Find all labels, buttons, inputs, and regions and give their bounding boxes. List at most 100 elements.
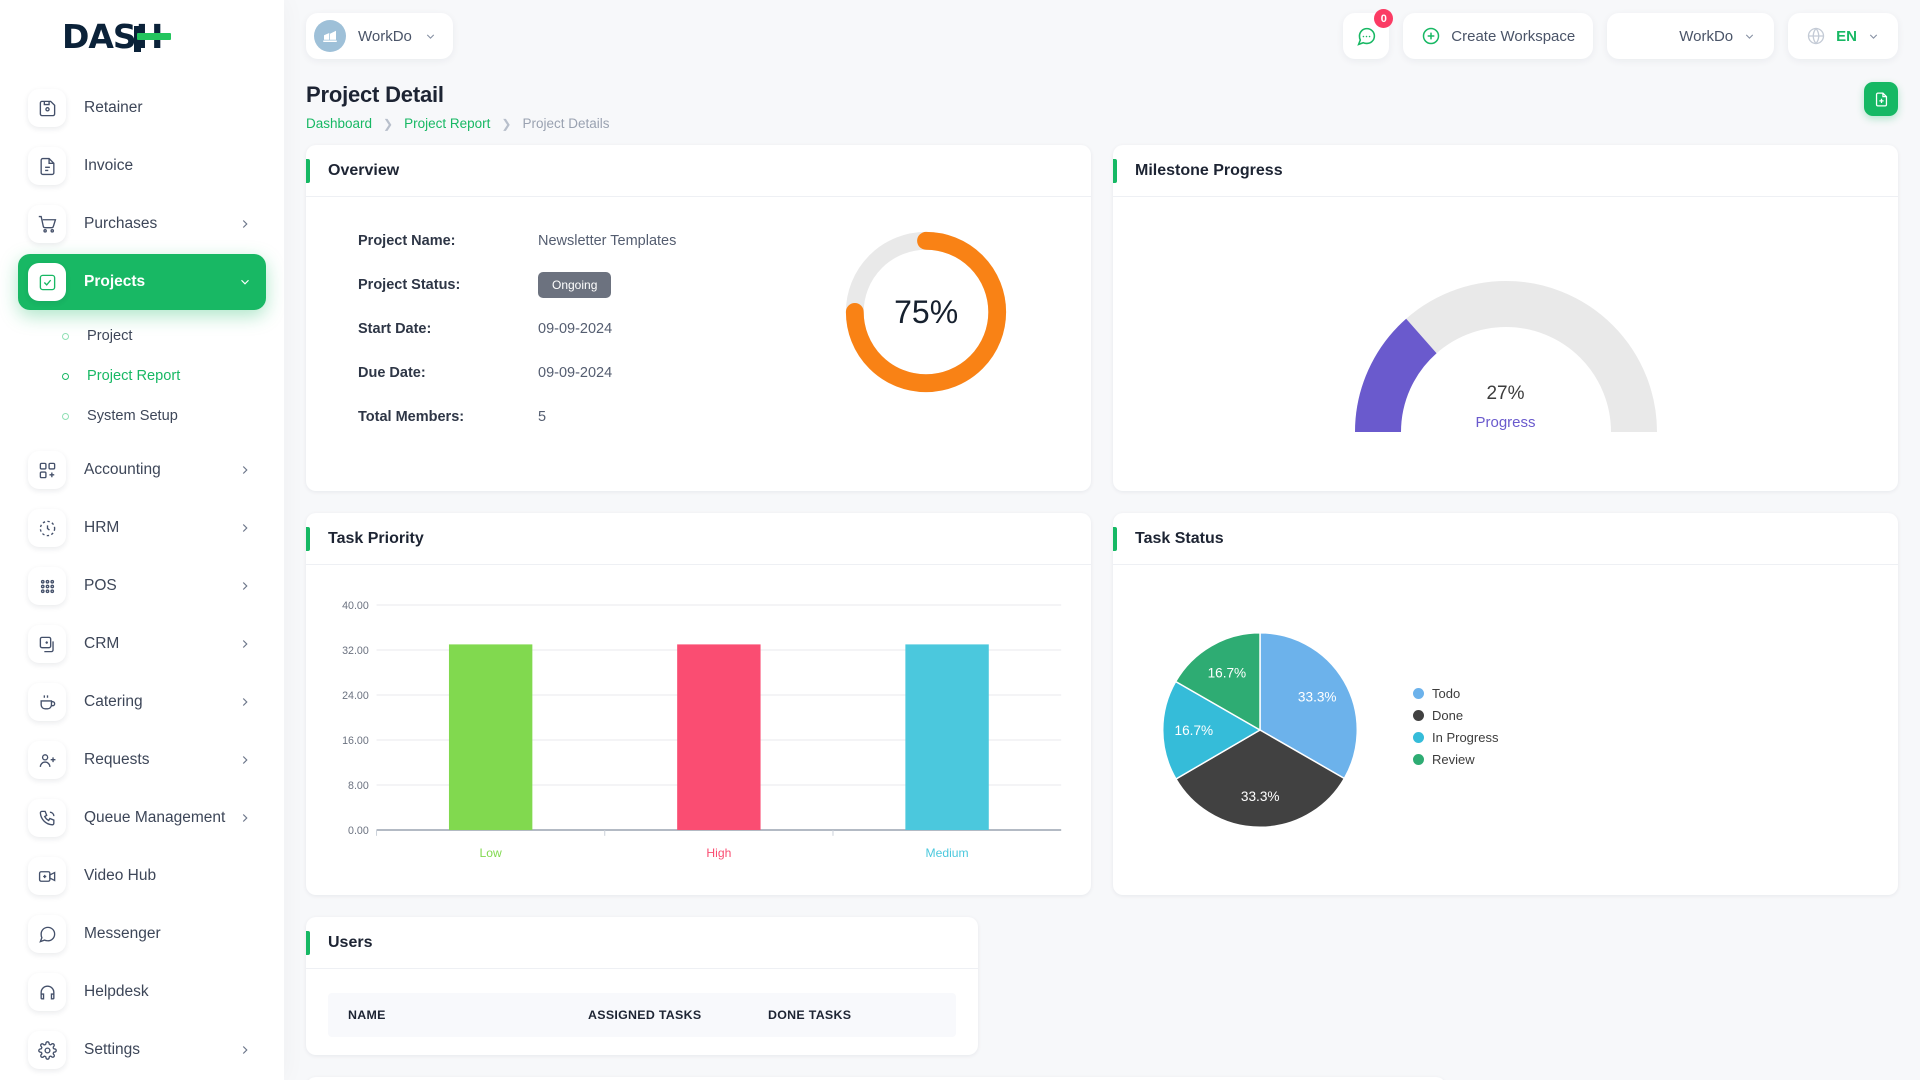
- column-header-assigned-tasks: ASSIGNED TASKS: [588, 1008, 702, 1022]
- overview-row-total-members: Total Members: 5: [358, 395, 761, 439]
- donut-svg: [846, 231, 1007, 393]
- column-header-done-tasks: DONE TASKS: [768, 1008, 852, 1022]
- sidebar-item-requests[interactable]: Requests: [18, 732, 266, 788]
- milestone-gauge-chart: 27% Progress: [1113, 197, 1898, 491]
- chevron-right-icon: [242, 466, 248, 474]
- sidebar-item-queue-management[interactable]: Queue Management: [18, 790, 266, 846]
- card-title: Milestone Progress: [1135, 161, 1283, 179]
- video-icon: [28, 857, 66, 895]
- card-title: Overview: [328, 161, 400, 179]
- sidebar-item-pos[interactable]: POS: [18, 558, 266, 614]
- sidebar-item-label: Projects: [84, 273, 146, 290]
- chevron-down-icon: [1869, 33, 1878, 39]
- sidebar-item-settings[interactable]: Settings: [18, 1022, 266, 1078]
- sidebar-item-project[interactable]: Project: [18, 316, 266, 356]
- task-status-chart: 33.3% 33.3% 16.7% 16.7% Todo Done In Progress…: [1113, 565, 1898, 895]
- sidebar-item-messenger[interactable]: Messenger: [18, 906, 266, 962]
- language-selector[interactable]: EN: [1788, 13, 1898, 59]
- export-document-button[interactable]: [1864, 82, 1898, 116]
- chevron-right-icon: [242, 698, 248, 706]
- legend-color-swatch: [1413, 710, 1424, 721]
- workspace-switcher[interactable]: WorkDo: [1607, 13, 1775, 59]
- legend-item[interactable]: Done: [1413, 708, 1498, 723]
- svg-text:Medium: Medium: [926, 846, 969, 860]
- language-label: EN: [1836, 27, 1857, 45]
- pie-chart-svg: 33.3% 33.3% 16.7% 16.7%: [1162, 631, 1358, 828]
- sidebar-subnav-projects: Project Project Report System Setup: [18, 312, 266, 442]
- chat-icon: [1357, 27, 1375, 46]
- save-icon: [28, 89, 66, 127]
- sidebar-item-label: Settings: [84, 1041, 141, 1058]
- sidebar-item-projects[interactable]: Projects: [18, 254, 266, 310]
- sidebar-item-hrm[interactable]: HRM: [18, 500, 266, 556]
- legend-item[interactable]: Review: [1413, 752, 1498, 767]
- sidebar-item-crm[interactable]: CRM: [18, 616, 266, 672]
- legend-item[interactable]: Todo: [1413, 686, 1498, 701]
- phone-call-icon: [28, 799, 66, 837]
- sidebar-item-retainer[interactable]: Retainer: [18, 80, 266, 136]
- breadcrumb-project-report[interactable]: Project Report: [404, 116, 491, 131]
- pie-legend: Todo Done In Progress Review: [1413, 686, 1498, 774]
- grid-plus-icon: [1625, 26, 1669, 46]
- bar-chart-svg: 0.00 8.00 16.00 24.00 32.00 40.00 Low High Mediu…: [342, 600, 1062, 860]
- card-title: Users: [328, 933, 373, 951]
- workspace-chip[interactable]: WorkDo: [306, 13, 453, 59]
- sidebar-item-label: Invoice: [84, 157, 134, 174]
- task-status-card-header: Task Status: [1113, 513, 1898, 565]
- chevron-right-icon: [242, 814, 248, 822]
- breadcrumb: Dashboard ❯ Project Report ❯ Project Det…: [306, 116, 610, 131]
- breadcrumb-separator-icon: ❯: [501, 116, 512, 131]
- task-status-card: Task Status 33.3% 33.3% 16.7% 16.7% Todo Don…: [1113, 513, 1898, 895]
- overview-row-project-status: Project Status: Ongoing: [358, 263, 761, 307]
- sidebar-item-catering[interactable]: Catering: [18, 674, 266, 730]
- legend-item[interactable]: In Progress: [1413, 730, 1498, 745]
- task-priority-card-header: Task Priority: [306, 513, 1091, 565]
- chevron-right-icon: [242, 756, 248, 764]
- page-header: Project Detail Dashboard ❯ Project Repor…: [284, 72, 1920, 131]
- sidebar-item-accounting[interactable]: Accounting: [18, 442, 266, 498]
- svg-text:High: High: [706, 846, 731, 860]
- sidebar-subitem-label: Project Report: [87, 368, 181, 384]
- messages-button[interactable]: 0: [1343, 9, 1394, 59]
- sidebar-item-label: Retainer: [84, 99, 143, 116]
- field-label: Project Name:: [358, 233, 456, 249]
- users-table: NAME ASSIGNED TASKS DONE TASKS: [306, 993, 978, 1055]
- hrm-icon: [28, 509, 66, 547]
- create-workspace-button[interactable]: Create Workspace: [1403, 13, 1594, 59]
- sidebar-nav: Retainer Invoice Purchases Projects: [0, 72, 284, 1078]
- workspace-chip-label: WorkDo: [358, 27, 412, 45]
- breadcrumb-dashboard[interactable]: Dashboard: [306, 116, 373, 131]
- gear-icon: [28, 1031, 66, 1069]
- sidebar-item-helpdesk[interactable]: Helpdesk: [18, 964, 266, 1020]
- sidebar-item-purchases[interactable]: Purchases: [18, 196, 266, 252]
- user-plus-icon: [28, 741, 66, 779]
- milestone-progress-card: Milestone Progress 27% Progress: [1113, 145, 1898, 491]
- sidebar-item-project-report[interactable]: Project Report: [18, 356, 266, 396]
- dashboard-grid: Overview Project Name: Newsletter Templa…: [284, 131, 1920, 1080]
- sidebar: DASH Retainer Invoice Purchases: [0, 0, 284, 1080]
- svg-text:Low: Low: [480, 846, 502, 860]
- overview-body: Project Name: Newsletter Templates Proje…: [306, 197, 1091, 491]
- donut-center-label: 75%: [894, 293, 959, 330]
- workspace-switcher-label: WorkDo: [1679, 27, 1734, 45]
- overview-row-project-name: Project Name: Newsletter Templates: [358, 219, 761, 263]
- legend-color-swatch: [1413, 688, 1424, 699]
- svg-text:24.00: 24.00: [342, 690, 369, 702]
- sidebar-item-label: Requests: [84, 751, 150, 768]
- legend-label: In Progress: [1432, 730, 1499, 745]
- sidebar-item-label: Purchases: [84, 215, 158, 232]
- gauge-svg: [1354, 280, 1657, 433]
- field-label: Project Status:: [358, 277, 461, 293]
- svg-text:16.7%: 16.7%: [1208, 666, 1247, 681]
- sidebar-item-invoice[interactable]: Invoice: [18, 138, 266, 194]
- message-circle-icon: [28, 915, 66, 953]
- field-value: 09-09-2024: [538, 321, 613, 337]
- task-priority-chart: 0.00 8.00 16.00 24.00 32.00 40.00 Low High Mediu…: [306, 565, 1091, 895]
- coffee-icon: [28, 683, 66, 721]
- sidebar-item-system-setup[interactable]: System Setup: [18, 396, 266, 436]
- users-card-header: Users: [306, 917, 978, 969]
- field-value: Newsletter Templates: [538, 233, 677, 249]
- sidebar-item-video-hub[interactable]: Video Hub: [18, 848, 266, 904]
- chevron-right-icon: [242, 582, 248, 590]
- app-logo[interactable]: DASH: [0, 0, 284, 72]
